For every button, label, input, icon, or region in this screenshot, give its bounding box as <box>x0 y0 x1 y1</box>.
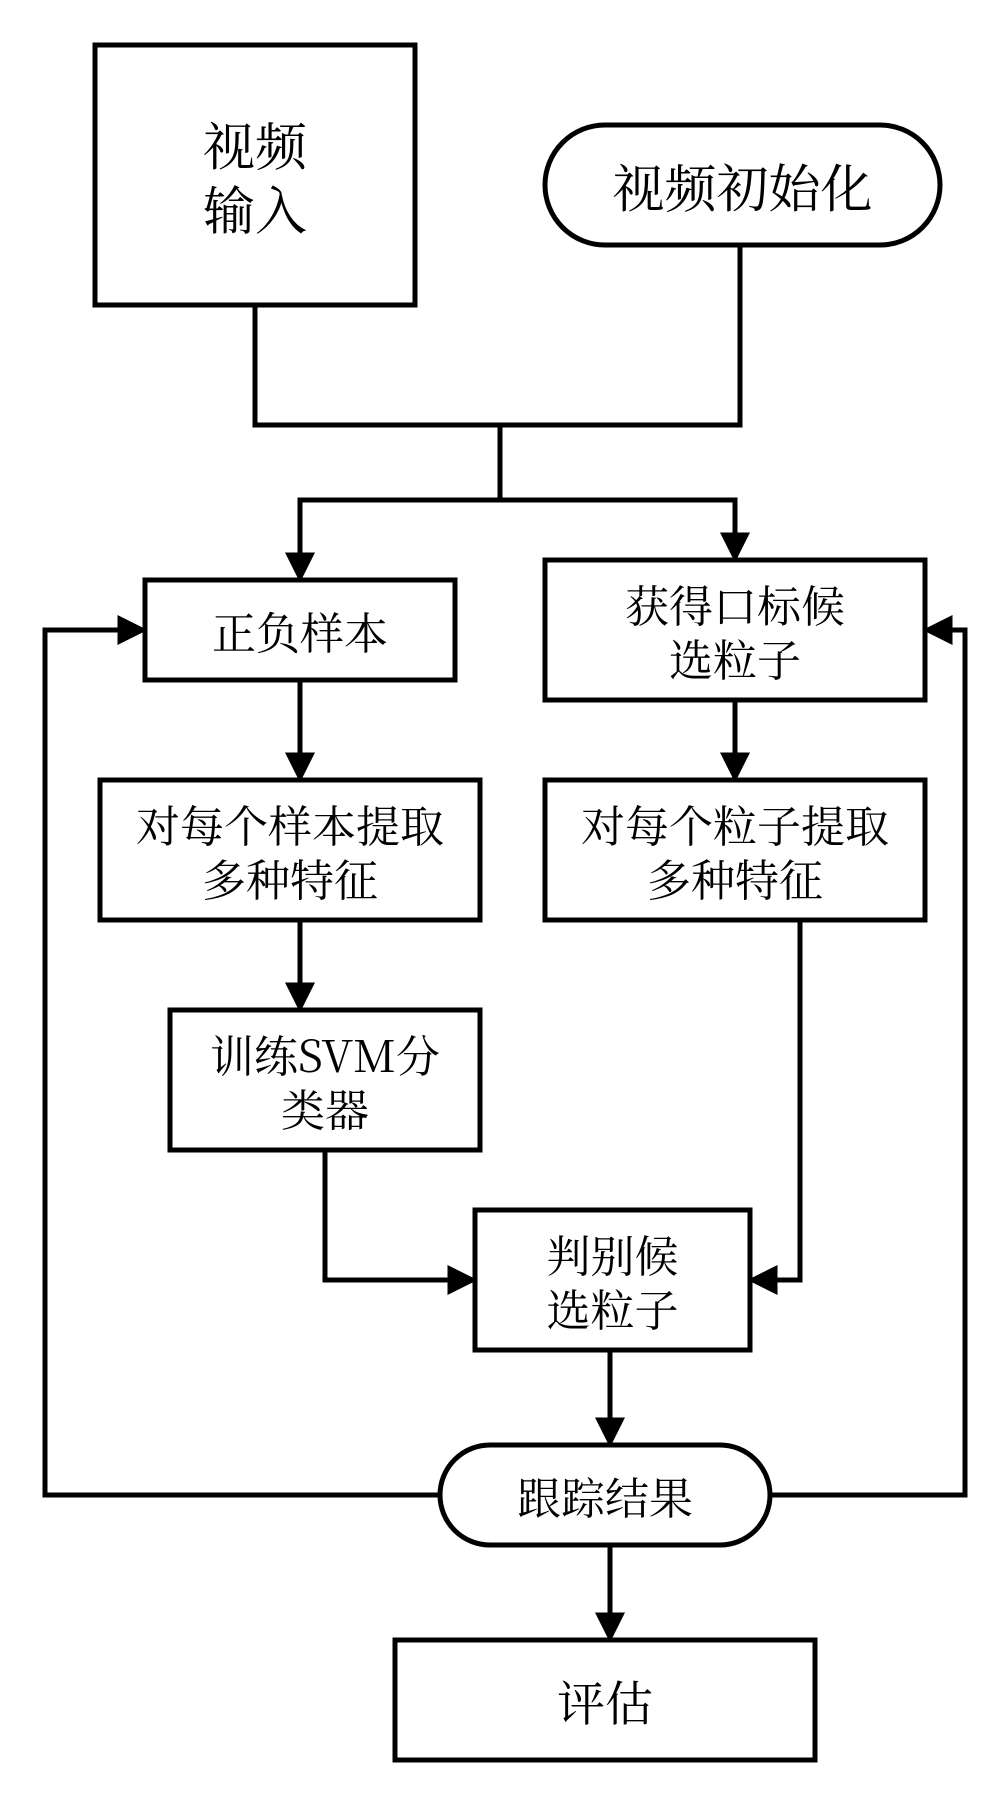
node-video_init-label: 视频初始化 <box>612 148 872 223</box>
edge-video_input-to-junction <box>255 305 500 425</box>
node-pos_neg: 正负样本 <box>145 580 455 680</box>
node-track_result-label: 跟踪结果 <box>517 1463 693 1527</box>
node-train_svm: 训练SVM分类器 <box>170 1010 480 1150</box>
edge-junction-to-posneg <box>300 500 500 580</box>
edge-video_init-to-junction <box>500 245 740 425</box>
edge-junction-to-get_candidates <box>500 500 735 560</box>
node-extract_sample-label: 多种特征 <box>202 845 378 909</box>
node-train_svm-label: 类器 <box>281 1075 369 1139</box>
node-extract_particle: 对每个粒子提取多种特征 <box>545 780 925 920</box>
node-video_input: 视频输入 <box>95 45 415 305</box>
edge-extract_particle-to-discriminate <box>750 920 800 1280</box>
node-extract_particle-label: 多种特征 <box>647 845 823 909</box>
node-extract_sample: 对每个样本提取多种特征 <box>100 780 480 920</box>
node-video_init: 视频初始化 <box>545 125 940 245</box>
node-evaluate-label: 评估 <box>557 1666 653 1735</box>
node-track_result: 跟踪结果 <box>440 1445 770 1545</box>
node-discriminate-label: 选粒子 <box>547 1275 679 1339</box>
node-evaluate: 评估 <box>395 1640 815 1760</box>
flowchart: 视频输入 视频初始化正负样本 获得口标候选粒子对每个样本提取多种特征对每个粒子提取多… <box>0 0 1003 1800</box>
node-video_input-label: 输入 <box>203 170 307 245</box>
node-discriminate: 判别候选粒子 <box>475 1210 750 1350</box>
node-get_candidates-label: 选粒子 <box>669 625 801 689</box>
edge-train_svm-to-discriminate <box>325 1150 475 1280</box>
node-get_candidates: 获得口标候选粒子 <box>545 560 925 700</box>
node-pos_neg-label: 正负样本 <box>212 598 388 662</box>
